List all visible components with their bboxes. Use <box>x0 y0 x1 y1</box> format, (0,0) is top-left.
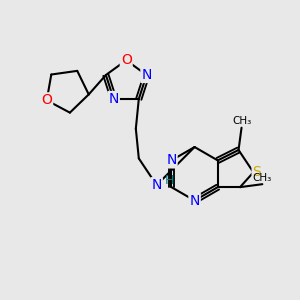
Text: N: N <box>189 194 200 208</box>
Text: N: N <box>109 92 119 106</box>
Text: CH₃: CH₃ <box>253 173 272 183</box>
Text: N: N <box>166 153 177 167</box>
Text: N: N <box>152 178 162 192</box>
Text: O: O <box>41 93 52 107</box>
Text: H: H <box>164 174 174 187</box>
Text: CH₃: CH₃ <box>232 116 251 126</box>
Text: S: S <box>253 165 261 179</box>
Text: O: O <box>121 53 132 67</box>
Text: N: N <box>141 68 152 82</box>
